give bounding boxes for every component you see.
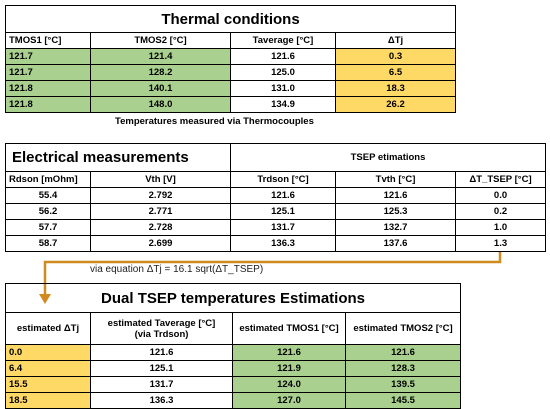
title-row: Thermal conditions bbox=[4, 5, 457, 33]
cell: 121.9 bbox=[232, 360, 346, 377]
dual-table: Dual TSEP temperatures Estimations estima… bbox=[4, 283, 462, 409]
cell: 128.3 bbox=[344, 360, 462, 377]
cell: 131.7 bbox=[90, 376, 233, 393]
data-row: 56.2 2.771 125.1 125.3 0.2 bbox=[5, 203, 547, 220]
cell: 18.5 bbox=[5, 392, 91, 409]
cell: 127.0 bbox=[232, 392, 346, 409]
cell: 26.2 bbox=[334, 96, 457, 113]
cell: 145.5 bbox=[344, 392, 462, 409]
header-cell: estimated TMOS1 [°C] bbox=[232, 312, 346, 345]
cell: 2.699 bbox=[89, 235, 232, 252]
cell: 139.5 bbox=[344, 376, 462, 393]
arrow-line bbox=[43, 252, 502, 296]
electrical-table: Electrical measurements TSEP etimations Rd… bbox=[4, 143, 547, 252]
cell: 148.0 bbox=[90, 96, 231, 113]
data-row: 6.4 125.1 121.9 128.3 bbox=[5, 360, 462, 377]
data-row: 18.5 136.3 127.0 145.5 bbox=[5, 392, 462, 409]
title: Dual TSEP temperatures Estimations bbox=[4, 283, 462, 313]
data-row: 15.5 131.7 124.0 139.5 bbox=[5, 376, 462, 393]
thermal-table: Thermal conditions TMOS1 [°C] TMOS2 [°C] Ta… bbox=[4, 5, 457, 113]
data-row: 121.8 148.0 134.9 26.2 bbox=[5, 96, 457, 113]
cell: 140.1 bbox=[90, 80, 231, 97]
cell: 1.3 bbox=[455, 235, 547, 252]
cell: 6.4 bbox=[5, 360, 91, 377]
header-cell: ΔT_TSEP [°C] bbox=[455, 171, 547, 188]
cell: 121.6 bbox=[344, 344, 462, 361]
data-row: 121.7 128.2 125.0 6.5 bbox=[5, 64, 457, 81]
header-row: estimated ΔTj estimated Taverage [°C] (vi… bbox=[5, 312, 462, 345]
header-cell: estimated Taverage [°C] (via Trdson) bbox=[90, 312, 233, 345]
data-row: 0.0 121.6 121.6 121.6 bbox=[5, 344, 462, 361]
cell: 0.0 bbox=[5, 344, 91, 361]
header-row: Rdson [mOhm] Vth [V] Trdson [°C] Tvth [°C] Δ… bbox=[5, 171, 547, 188]
cell: 136.3 bbox=[230, 235, 337, 252]
header-row: TMOS1 [°C] TMOS2 [°C] Taverage [°C] ΔTj bbox=[5, 32, 457, 49]
cell: 58.7 bbox=[5, 235, 91, 252]
title-row: Dual TSEP temperatures Estimations bbox=[4, 283, 462, 313]
cell: 121.7 bbox=[5, 64, 91, 81]
title: Electrical measurements bbox=[4, 143, 232, 172]
cell: 137.6 bbox=[335, 235, 457, 252]
cell: 124.0 bbox=[232, 376, 346, 393]
title-row: Electrical measurements TSEP etimations bbox=[4, 143, 547, 172]
caption: Temperatures measured via Thermocouples bbox=[115, 116, 314, 127]
cell: 121.6 bbox=[90, 344, 233, 361]
title: Thermal conditions bbox=[4, 5, 457, 33]
cell: 2.771 bbox=[89, 203, 232, 220]
cell: 125.1 bbox=[90, 360, 233, 377]
data-row: 58.7 2.699 136.3 137.6 1.3 bbox=[5, 235, 547, 252]
cell: 15.5 bbox=[5, 376, 91, 393]
header-cell: estimated TMOS2 [°C] bbox=[344, 312, 462, 345]
cell: 121.6 bbox=[232, 344, 346, 361]
equation: via equation ΔTj = 16.1 sqrt(ΔT_TSEP) bbox=[90, 264, 264, 275]
cell: 136.3 bbox=[90, 392, 233, 409]
cell: 121.8 bbox=[5, 96, 91, 113]
header-cell: estimated ΔTj bbox=[5, 312, 91, 345]
